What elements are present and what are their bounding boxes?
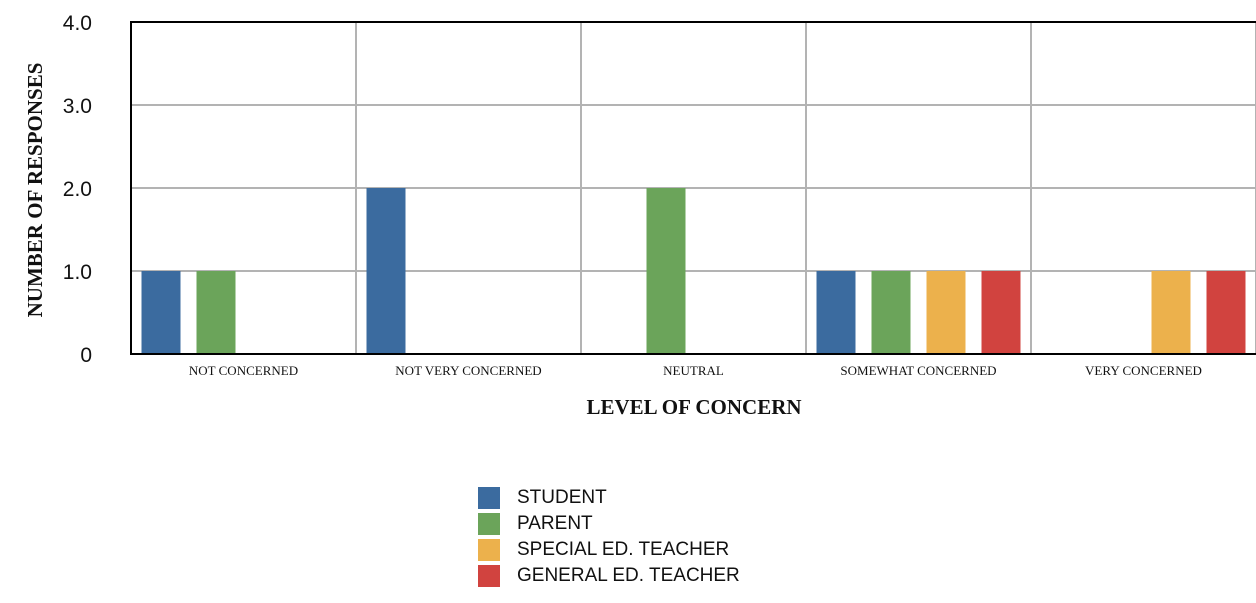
bar: [1151, 271, 1191, 354]
bar: [196, 271, 236, 354]
bar: [981, 271, 1021, 354]
x-tick-label: VERY CONCERNED: [1085, 363, 1202, 378]
legend-swatch: [478, 487, 500, 509]
legend-label: GENERAL ED. TEACHER: [517, 565, 740, 586]
legend-label: STUDENT: [517, 487, 607, 508]
bar: [646, 188, 686, 354]
legend-label: PARENT: [517, 513, 593, 534]
y-tick-label: 3.0: [63, 95, 92, 118]
y-tick-label: 1.0: [63, 261, 92, 284]
legend-item: PARENT: [478, 511, 740, 537]
legend-item: STUDENT: [478, 485, 740, 511]
legend-item: GENERAL ED. TEACHER: [478, 563, 740, 589]
legend: STUDENT PARENT SPECIAL ED. TEACHER GENERAL …: [478, 485, 740, 589]
legend-item: SPECIAL ED. TEACHER: [478, 537, 740, 563]
y-tick-labels: 0 1.0 2.0 3.0 4.0: [63, 12, 92, 367]
y-tick-label: 2.0: [63, 178, 92, 201]
bar: [871, 271, 911, 354]
legend-swatch: [478, 565, 500, 587]
bars: [141, 188, 1246, 354]
x-tick-labels: NOT CONCERNED NOT VERY CONCERNED NEUTRAL SO…: [189, 363, 1202, 378]
bar: [1206, 271, 1246, 354]
x-tick-label: NOT VERY CONCERNED: [395, 363, 541, 378]
x-tick-label: SOMEWHAT CONCERNED: [840, 363, 996, 378]
x-axis-title: LEVEL OF CONCERN: [586, 395, 801, 419]
bar: [141, 271, 181, 354]
grid-lines: [131, 21, 1256, 354]
y-tick-label: 0: [80, 344, 92, 367]
bar-chart: 0 1.0 2.0 3.0 4.0 NOT CONCERNED NOT VERY CONC…: [23, 12, 1256, 419]
legend-label: SPECIAL ED. TEACHER: [517, 539, 730, 560]
y-tick-label: 4.0: [63, 12, 92, 35]
bar: [926, 271, 966, 354]
y-axis-title: NUMBER OF RESPONSES: [23, 63, 47, 318]
x-tick-label: NOT CONCERNED: [189, 363, 298, 378]
axes: [130, 21, 1256, 355]
bar: [816, 271, 856, 354]
legend-swatch: [478, 539, 500, 561]
bar: [366, 188, 406, 354]
legend-swatch: [478, 513, 500, 535]
x-tick-label: NEUTRAL: [663, 363, 724, 378]
